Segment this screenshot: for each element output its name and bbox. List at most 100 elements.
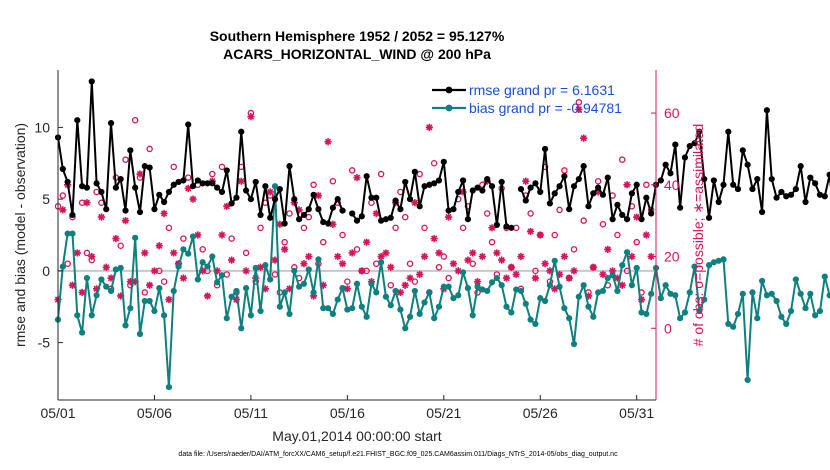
obs-assimilated-marker — [223, 202, 231, 210]
rmse-point — [209, 180, 216, 187]
bias-point — [387, 302, 394, 309]
bias-point — [807, 290, 814, 297]
obs-possible-marker — [286, 210, 293, 217]
rmse-point — [339, 207, 346, 214]
rmse-point — [450, 206, 457, 213]
obs-assimilated-marker — [309, 292, 318, 300]
bias-point — [339, 284, 346, 292]
rmse-point — [585, 203, 592, 210]
rmse-point — [194, 177, 201, 184]
rmse-point — [324, 220, 332, 227]
obs-assimilated-marker — [343, 285, 351, 293]
obs-assimilated-marker — [146, 281, 154, 289]
rmse-point — [378, 217, 385, 224]
rmse-point — [122, 207, 129, 214]
obs-assimilated-marker — [411, 199, 419, 207]
bias-point — [604, 274, 611, 282]
bias-point — [69, 230, 76, 237]
bias-point — [74, 312, 81, 319]
bias-point — [749, 289, 756, 296]
bias-point — [816, 307, 824, 315]
y-axis-label-left: rmse and bias (model - observation) — [12, 123, 28, 347]
bias-point — [662, 282, 669, 289]
rmse-point — [787, 191, 795, 198]
obs-assimilated-marker — [353, 174, 361, 182]
obs-possible-marker — [209, 170, 216, 178]
bias-point — [368, 280, 375, 287]
rmse-point — [686, 142, 693, 150]
bias-point — [402, 325, 409, 332]
obs-assimilated-marker — [256, 263, 265, 271]
bias-point — [136, 330, 144, 338]
rmse-point — [532, 180, 539, 187]
bias-point — [672, 292, 679, 299]
obs-assimilated-marker — [165, 295, 173, 304]
rmse-point — [561, 173, 568, 180]
rmse-point — [320, 218, 327, 226]
obs-assimilated-marker — [406, 274, 414, 282]
legend-bias-label: bias grand pr = -0.94781 — [469, 100, 622, 116]
obs-assimilated-marker — [546, 267, 554, 275]
x-tick-label: 05/16 — [330, 405, 365, 421]
bias-point — [566, 315, 573, 322]
bias-point — [493, 274, 500, 282]
rmse-point — [440, 158, 447, 165]
bias-point — [252, 264, 259, 272]
y-tick-label-left: 0 — [42, 263, 50, 279]
bias-point — [705, 262, 713, 269]
bias-point — [431, 315, 438, 322]
rmse-point — [156, 191, 163, 198]
bias-point — [595, 289, 602, 296]
rmse-point — [426, 181, 433, 188]
rmse-point — [310, 191, 317, 198]
obs-assimilated-marker — [305, 252, 313, 261]
rmse-point — [821, 193, 828, 200]
obs-possible-marker — [122, 156, 129, 163]
rmse-point — [271, 196, 279, 203]
obs-possible-marker — [532, 267, 539, 275]
obs-assimilated-marker — [536, 231, 544, 239]
data-file-footnote: data file: /Users/raeder/DAI/ATM_forcXX/… — [178, 451, 618, 458]
rmse-point — [363, 173, 370, 180]
obs-assimilated-marker — [97, 213, 106, 221]
obs-assimilated-marker — [449, 260, 458, 268]
bias-point — [701, 296, 708, 303]
rmse-point — [146, 164, 153, 171]
bias-point — [324, 305, 332, 312]
bias-point — [435, 303, 443, 310]
rmse-point — [566, 206, 573, 213]
bias-point — [484, 287, 491, 295]
obs-assimilated-marker — [338, 260, 347, 268]
obs-assimilated-marker — [623, 181, 631, 189]
rmse-point — [537, 188, 544, 196]
bias-point — [609, 272, 616, 279]
obs-possible-marker — [614, 231, 621, 239]
rmse-point — [488, 183, 496, 190]
rmse-point — [392, 197, 399, 204]
obs-assimilated-marker — [319, 281, 327, 289]
rmse-point — [609, 216, 616, 223]
bias-point — [812, 312, 819, 319]
obs-assimilated-marker — [363, 238, 371, 246]
rmse-point — [744, 161, 751, 168]
bias-point — [334, 296, 341, 303]
rmse-point — [98, 188, 105, 196]
obs-assimilated-marker — [314, 191, 323, 200]
rmse-point — [590, 190, 597, 197]
obs-assimilated-marker — [445, 213, 453, 221]
rmse-point — [763, 107, 771, 114]
rmse-point — [127, 147, 134, 154]
obs-possible-marker — [64, 260, 71, 267]
bias-point — [459, 269, 467, 276]
bias-point — [373, 289, 380, 296]
rmse-point — [141, 163, 148, 170]
bias-point — [744, 376, 751, 384]
rmse-point — [575, 175, 582, 183]
bias-point — [792, 276, 799, 283]
rmse-point — [773, 194, 780, 201]
obs-possible-marker — [387, 281, 395, 289]
bias-point — [214, 279, 221, 286]
rmse-point — [599, 191, 607, 198]
bias-point — [271, 183, 279, 190]
rmse-point — [604, 174, 611, 181]
